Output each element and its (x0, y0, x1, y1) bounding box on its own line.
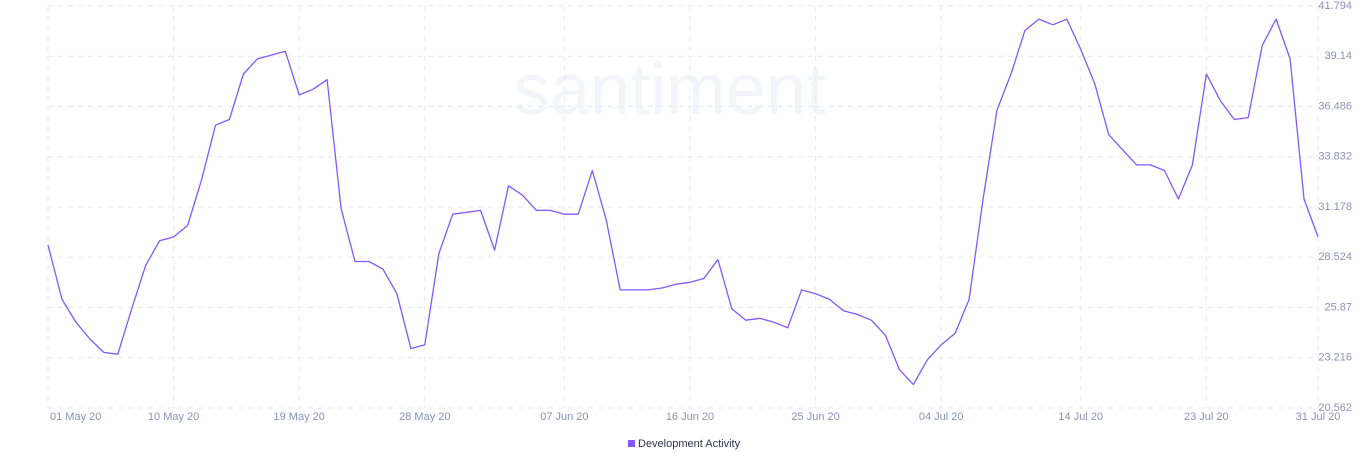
x-tick-label: 01 May 20 (50, 411, 101, 423)
x-tick-label: 16 Jun 20 (666, 411, 714, 423)
x-tick-label: 04 Jul 20 (919, 411, 964, 423)
x-tick-label: 14 Jul 20 (1058, 411, 1103, 423)
x-tick-label: 19 May 20 (274, 411, 325, 423)
watermark: santiment (514, 50, 826, 130)
y-tick-label: 31.178 (1318, 201, 1352, 213)
x-tick-label: 07 Jun 20 (540, 411, 588, 423)
y-tick-label: 25.87 (1324, 301, 1352, 313)
x-tick-label: 10 May 20 (148, 411, 199, 423)
line-series (47, 18, 1319, 386)
x-tick-label: 25 Jun 20 (791, 411, 839, 423)
y-tick-label: 39.14 (1324, 50, 1352, 62)
y-tick-label: 36.486 (1318, 100, 1352, 112)
y-tick-label: 28.524 (1318, 251, 1352, 263)
y-tick-label: 20.562 (1318, 402, 1352, 414)
y-tick-label: 33.832 (1318, 151, 1352, 163)
x-tick-label: 28 May 20 (399, 411, 450, 423)
legend-label: Development Activity (638, 438, 741, 450)
y-tick-label: 23.216 (1318, 352, 1352, 364)
legend-swatch (628, 440, 635, 447)
y-tick-label: 41.794 (1318, 0, 1352, 12)
x-tick-label: 23 Jul 20 (1184, 411, 1229, 423)
x-tick-label: 31 Jul 20 (1296, 411, 1341, 423)
